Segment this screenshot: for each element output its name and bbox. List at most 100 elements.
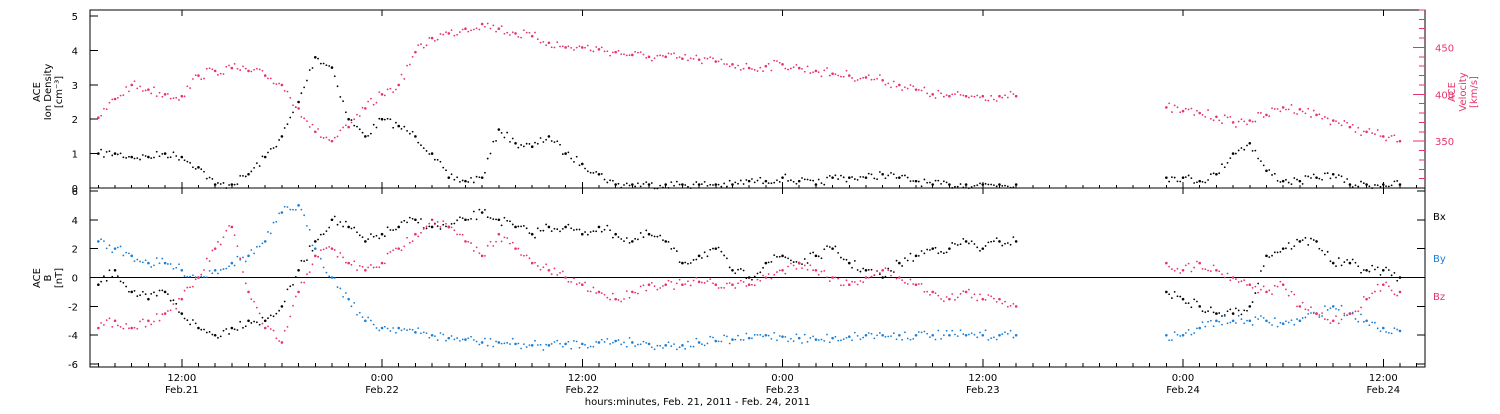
b-by-point: [1223, 315, 1226, 317]
density-point: [895, 177, 898, 179]
velocity-point: [684, 53, 687, 56]
b-bz-point: [904, 281, 906, 284]
velocity-point: [1243, 120, 1246, 123]
velocity-point: [1398, 139, 1402, 143]
velocity-point: [511, 31, 514, 34]
b-bx-point: [890, 270, 892, 272]
b-bz-point: [144, 325, 147, 328]
b-by-point: [556, 339, 559, 342]
density-point: [981, 183, 985, 186]
b-bz-point: [628, 296, 631, 299]
density-point: [169, 156, 172, 159]
b-bx-point: [695, 258, 698, 261]
density-point: [239, 174, 242, 177]
b-bx-point: [898, 261, 901, 265]
velocity-point: [906, 87, 909, 90]
b-bx-point: [1218, 312, 1221, 314]
b-by-point: [503, 342, 506, 345]
b-bz-point: [1381, 283, 1385, 287]
b-by-point: [194, 276, 197, 279]
b-bx-point: [570, 227, 573, 230]
b-bx-point: [887, 267, 890, 270]
b-bx-point: [389, 229, 392, 231]
b-by-point: [1001, 333, 1004, 336]
velocity-point: [297, 107, 300, 110]
b-bx-point: [692, 259, 695, 261]
velocity-point: [670, 53, 673, 55]
density-point: [367, 134, 370, 137]
density-point: [219, 183, 222, 185]
b-bx-point: [956, 244, 959, 246]
velocity-point: [970, 95, 973, 98]
velocity-point: [914, 88, 918, 91]
velocity-point: [904, 86, 906, 89]
b-by-point: [645, 341, 648, 344]
density-point: [1226, 161, 1229, 164]
b-by-point: [801, 342, 803, 344]
density-point: [580, 162, 584, 166]
b-bx-point: [213, 333, 217, 337]
velocity-point: [764, 64, 768, 68]
velocity-point: [339, 129, 342, 132]
b-bz-point: [876, 270, 878, 273]
velocity-point: [242, 65, 244, 68]
velocity-point: [628, 54, 631, 57]
b-bx-point: [367, 238, 370, 241]
density-point: [350, 119, 353, 121]
velocity-point: [1312, 109, 1315, 112]
density-point: [559, 143, 561, 146]
b-by-point: [130, 254, 134, 258]
b-by-point: [834, 335, 837, 338]
velocity-point: [361, 106, 364, 109]
b-bx-point: [681, 261, 684, 265]
b-bz-point: [764, 276, 768, 279]
b-by-point: [600, 338, 603, 341]
velocity-point: [1221, 122, 1223, 125]
b-by-point: [1362, 320, 1365, 323]
b-bz-point: [269, 328, 272, 330]
b-bx-point: [425, 227, 428, 230]
velocity-point: [375, 101, 378, 104]
density-point: [828, 174, 831, 177]
density-point: [720, 185, 723, 188]
velocity-point: [647, 55, 651, 59]
velocity-point: [812, 71, 815, 74]
b-bx-point: [559, 230, 561, 233]
b-bz-point: [347, 261, 350, 265]
density-point: [358, 128, 361, 131]
b-bz-point: [175, 307, 178, 310]
b-bz-point: [272, 329, 275, 332]
b-by-point: [623, 341, 625, 344]
density-point: [261, 155, 264, 158]
velocity-point: [747, 66, 751, 70]
b-bz-point: [1198, 261, 1202, 265]
b-by-point: [737, 334, 739, 337]
b-bx-point: [155, 294, 158, 297]
b-by-point: [520, 347, 522, 350]
b-bx-point: [795, 260, 798, 263]
b-bz-point: [1001, 302, 1004, 305]
velocity-point: [600, 46, 603, 49]
b-bx-point: [959, 243, 962, 246]
velocity-point: [1201, 114, 1204, 116]
b-bx-point: [258, 323, 261, 326]
density-point: [392, 126, 395, 129]
b-bz-point: [169, 309, 172, 312]
b-bx-point: [611, 236, 614, 239]
velocity-point: [881, 78, 884, 82]
b-bz-point: [1396, 294, 1399, 297]
b-by-point: [1262, 316, 1265, 319]
b-by-point: [1360, 313, 1362, 316]
density-point: [205, 177, 208, 180]
b-bx-point: [726, 257, 728, 260]
density-point: [397, 124, 401, 128]
b-bx-point: [356, 231, 358, 234]
density-point: [762, 182, 764, 185]
density-point: [1310, 177, 1312, 179]
density-point: [411, 130, 414, 133]
b-by-point: [1181, 333, 1185, 337]
b-bx-point: [909, 252, 912, 255]
density-point: [480, 176, 484, 179]
b-bx-point: [1260, 270, 1262, 272]
x-tick-date: Feb.22: [365, 385, 399, 396]
